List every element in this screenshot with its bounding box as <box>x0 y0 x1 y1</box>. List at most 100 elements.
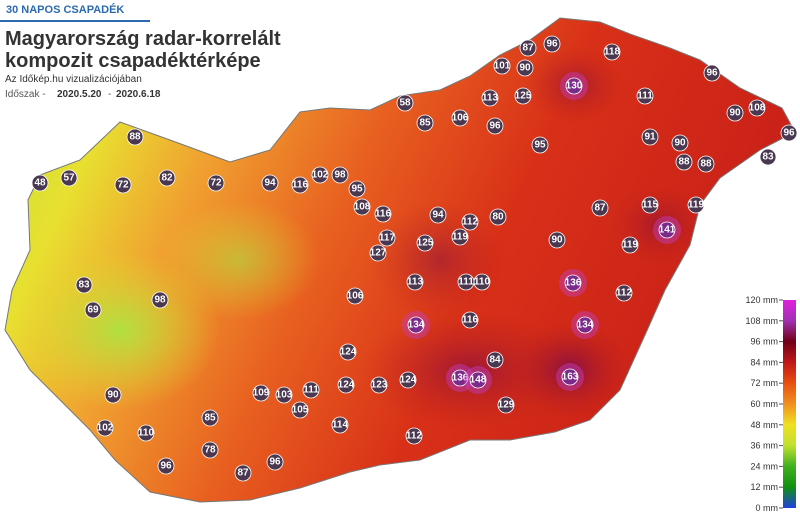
title-line: Magyarország radar-korrelált <box>5 28 281 50</box>
station-marker <box>687 196 705 214</box>
station-marker <box>548 231 566 249</box>
station-value: 90 <box>551 235 563 246</box>
station-value: 112 <box>406 431 423 442</box>
station-value: 80 <box>492 212 504 223</box>
station-value: 113 <box>482 93 499 104</box>
station-marker <box>84 301 102 319</box>
station-marker <box>565 77 583 95</box>
subtitle: Az Időkép.hu vizualizációjában <box>5 74 142 85</box>
station-value: 134 <box>408 320 425 331</box>
station-marker <box>405 427 423 445</box>
station-value: 83 <box>762 152 774 163</box>
station-value: 129 <box>498 400 515 411</box>
station-marker <box>564 274 582 292</box>
station-marker <box>451 369 469 387</box>
station-value: 141 <box>659 225 676 236</box>
legend-label: 12 mm <box>750 482 778 492</box>
station-marker <box>291 401 309 419</box>
station-marker <box>561 368 579 386</box>
station-value: 116 <box>375 209 392 220</box>
period-start: 2020.5.20 <box>57 89 102 100</box>
station-value: 87 <box>594 203 606 214</box>
station-value: 96 <box>706 68 718 79</box>
title-line: kompozit csapadéktérképe <box>5 50 261 72</box>
station-value: 136 <box>452 373 469 384</box>
station-value: 125 <box>515 91 532 102</box>
station-marker <box>531 136 549 154</box>
station-value: 118 <box>604 47 621 58</box>
station-value: 87 <box>522 43 534 54</box>
station-marker <box>658 221 676 239</box>
station-marker <box>291 176 309 194</box>
station-value: 111 <box>303 385 319 396</box>
station-marker <box>104 386 122 404</box>
station-marker <box>201 441 219 459</box>
station-marker <box>126 128 144 146</box>
station-marker <box>493 57 511 75</box>
station-value: 124 <box>400 375 417 386</box>
legend-label: 96 mm <box>750 337 778 347</box>
station-value: 90 <box>519 63 531 74</box>
station-value: 96 <box>546 39 558 50</box>
station-value: 127 <box>370 248 387 259</box>
station-marker <box>158 169 176 187</box>
station-value: 72 <box>210 178 222 189</box>
station-marker <box>641 128 659 146</box>
station-marker <box>348 180 366 198</box>
station-marker <box>636 87 654 105</box>
station-marker <box>416 114 434 132</box>
station-value: 130 <box>566 81 583 92</box>
station-value: 148 <box>470 375 487 386</box>
station-value: 110 <box>474 277 491 288</box>
station-marker <box>591 199 609 217</box>
legend-label: 72 mm <box>750 378 778 388</box>
station-marker <box>396 94 414 112</box>
station-value: 112 <box>462 217 479 228</box>
station-value: 98 <box>334 170 346 181</box>
station-value: 69 <box>87 305 99 316</box>
station-value: 106 <box>452 113 469 124</box>
station-marker <box>234 464 252 482</box>
stations: 96 87 118 101 90 130 96 113 125 111 90 108 96 83 58 85 1… <box>31 35 798 482</box>
station-value: 112 <box>616 288 633 299</box>
station-marker <box>486 117 504 135</box>
station-marker <box>481 89 499 107</box>
station-marker <box>461 311 479 329</box>
station-marker <box>748 99 766 117</box>
station-value: 134 <box>577 320 594 331</box>
station-marker <box>96 419 114 437</box>
station-value: 87 <box>237 468 249 479</box>
station-value: 108 <box>354 202 371 213</box>
station-marker <box>337 376 355 394</box>
station-value: 109 <box>253 388 270 399</box>
station-marker <box>261 174 279 192</box>
station-marker <box>252 384 270 402</box>
station-marker <box>703 64 721 82</box>
station-marker <box>369 244 387 262</box>
station-value: 88 <box>700 159 712 170</box>
station-marker <box>416 234 434 252</box>
station-value: 78 <box>204 445 216 456</box>
station-value: 94 <box>432 210 444 221</box>
station-value: 123 <box>371 380 388 391</box>
station-marker <box>726 104 744 122</box>
legend-label: 0 mm <box>756 503 779 513</box>
station-value: 96 <box>160 461 172 472</box>
station-value: 114 <box>332 420 349 431</box>
station-marker <box>780 124 798 142</box>
station-marker <box>759 148 777 166</box>
station-value: 105 <box>292 405 309 416</box>
station-value: 90 <box>729 108 741 119</box>
legend-label: 48 mm <box>750 420 778 430</box>
station-marker <box>378 229 396 247</box>
station-value: 119 <box>688 200 705 211</box>
station-value: 72 <box>117 180 129 191</box>
station-marker <box>461 213 479 231</box>
station-value: 84 <box>489 355 501 366</box>
station-value: 116 <box>292 180 309 191</box>
station-value: 136 <box>565 278 582 289</box>
station-marker <box>429 206 447 224</box>
station-marker <box>266 453 284 471</box>
station-marker <box>486 351 504 369</box>
